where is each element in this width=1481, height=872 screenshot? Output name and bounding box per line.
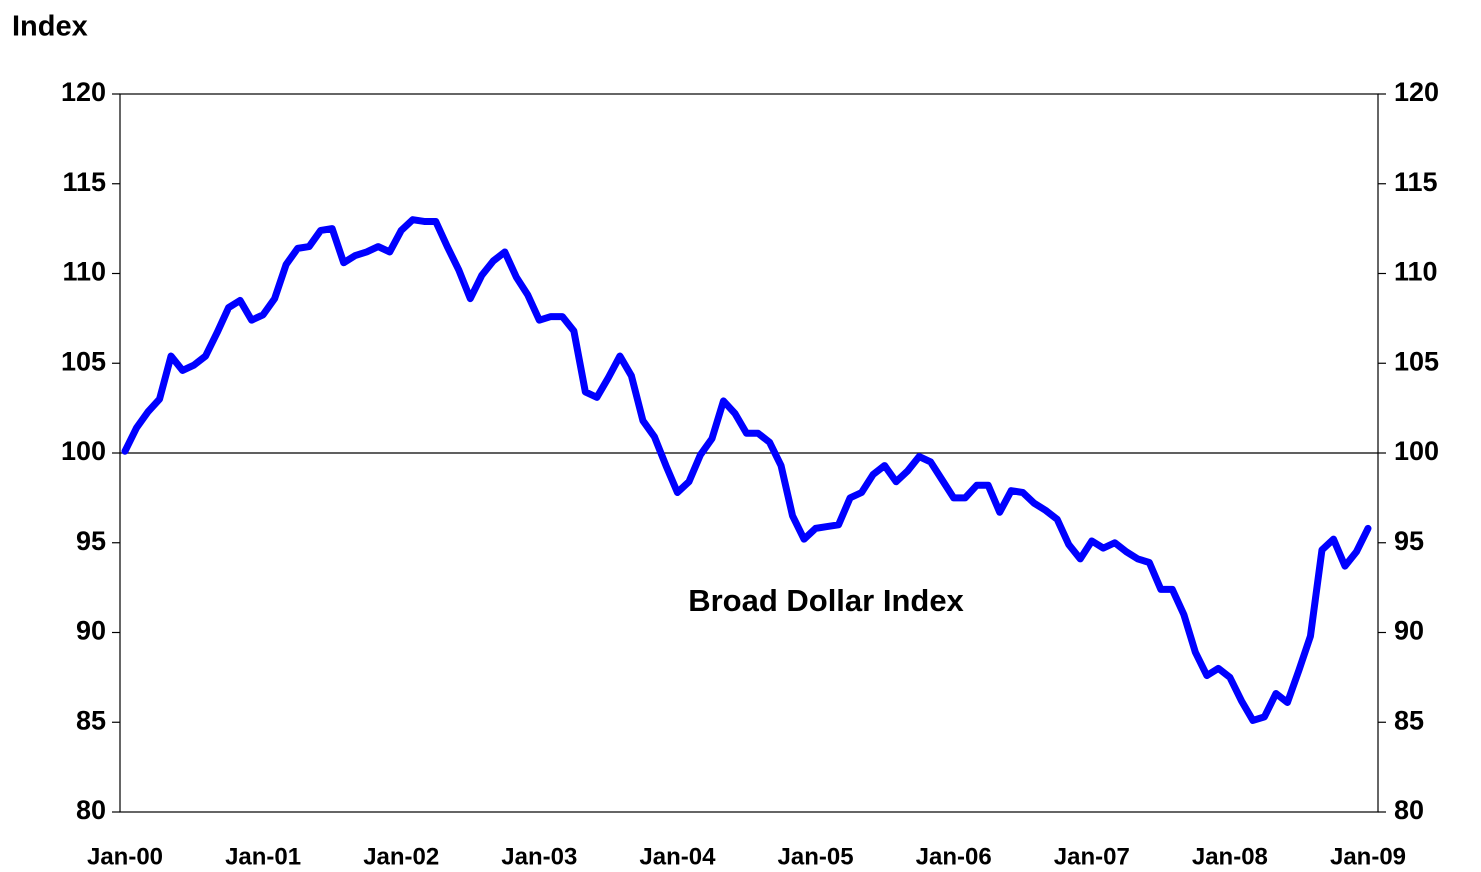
- y-tick-label: 115: [62, 167, 106, 197]
- data-line: [121, 216, 1372, 724]
- y-tick-label: 90: [76, 616, 106, 646]
- y2-tick-label: 95: [1394, 526, 1424, 556]
- x-tick-label: Jan-02: [363, 843, 439, 870]
- y-tick-label: 105: [61, 346, 106, 376]
- y2-tick-label: 105: [1394, 346, 1439, 376]
- y-tick-label: 120: [61, 77, 106, 107]
- x-tick-label: Jan-06: [916, 843, 992, 870]
- y2-tick-label: 100: [1394, 436, 1439, 466]
- y2-tick-label: 80: [1394, 795, 1424, 825]
- y-axis-title: Index: [12, 11, 88, 43]
- y2-tick-label: 85: [1394, 705, 1424, 735]
- y-tick-label: 95: [76, 526, 106, 556]
- x-tick-label: Jan-05: [778, 843, 854, 870]
- annotation: Broad Dollar Index: [688, 583, 964, 618]
- x-tick-label: Jan-04: [639, 843, 716, 870]
- y-tick-label: 110: [62, 257, 106, 287]
- x-tick-label: Jan-00: [87, 843, 163, 870]
- y-tick-label: 100: [61, 436, 106, 466]
- x-tick-label: Jan-03: [501, 843, 577, 870]
- x-tick-label: Jan-08: [1192, 843, 1268, 870]
- x-tick-label: Jan-09: [1330, 843, 1406, 870]
- y2-tick-label: 90: [1394, 616, 1424, 646]
- x-tick-label: Jan-07: [1054, 843, 1130, 870]
- x-tick-label: Jan-01: [225, 843, 301, 870]
- y2-tick-label: 120: [1394, 77, 1439, 107]
- y-tick-label: 80: [76, 795, 106, 825]
- y-tick-label: 85: [76, 705, 106, 735]
- y2-tick-label: 110: [1394, 257, 1438, 287]
- y2-tick-label: 115: [1394, 167, 1438, 197]
